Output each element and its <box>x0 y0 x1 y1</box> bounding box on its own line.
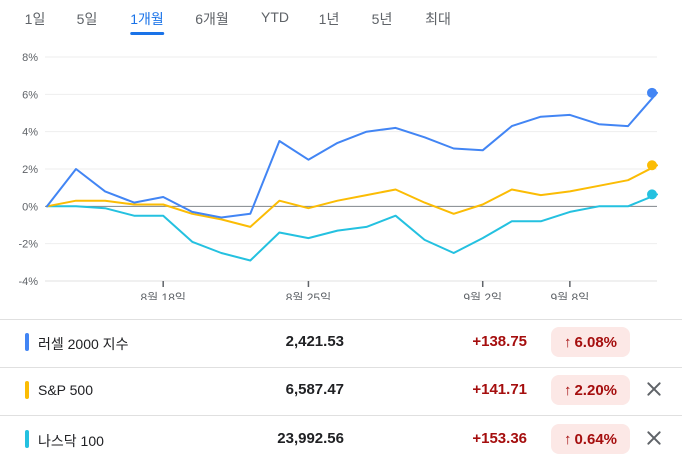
tab-label: 6개월 <box>195 11 229 27</box>
tab-label: 1일 <box>24 11 46 27</box>
tab-1-day[interactable]: 1일 <box>25 9 46 29</box>
row-percent-value: 6.08% <box>574 333 618 351</box>
tab-ytd[interactable]: YTD <box>261 9 289 25</box>
range-tabs: 1일 5일 1개월 6개월 YTD 1년 5년 최대 <box>0 0 682 35</box>
tab-1-month[interactable]: 1개월 <box>130 9 164 35</box>
series-line <box>46 91 658 219</box>
y-tick-label: 0% <box>22 201 38 213</box>
y-tick-label: 4% <box>22 127 38 139</box>
comparison-row-nasdaq-100[interactable]: 나스닥 100 23,992.56 +153.36 ↑ 0.64% <box>0 416 682 464</box>
tab-label: YTD <box>261 9 289 25</box>
x-tick-label: 9월 8일 <box>550 291 589 300</box>
series-color-swatch <box>25 381 29 399</box>
y-tick-label: 8% <box>22 52 38 64</box>
series-color-swatch <box>25 333 29 351</box>
y-tick-label: 6% <box>22 89 38 101</box>
comparison-line-chart[interactable]: 8% 6% 4% 2% 0% -2% -4% 8월 18일 8월 25일 9월 2일 9월 8일 <box>0 40 682 300</box>
row-change: +138.75 <box>472 333 527 350</box>
row-divider <box>0 367 682 368</box>
tab-label: 1년 <box>318 11 340 27</box>
row-change: +153.36 <box>472 430 527 447</box>
series-end-point <box>647 87 657 98</box>
x-tick-label: 8월 25일 <box>286 291 331 300</box>
tab-1-year[interactable]: 1년 <box>319 9 340 29</box>
row-index-name: 나스닥 100 <box>38 433 104 449</box>
tab-5-year[interactable]: 5년 <box>372 9 393 29</box>
tab-label: 1개월 <box>130 11 164 27</box>
tab-label: 5년 <box>371 11 393 27</box>
row-percent-badge: ↑ 0.64% <box>551 424 630 454</box>
row-price: 6,587.47 <box>285 381 344 398</box>
series-end-point <box>647 160 657 171</box>
row-percent-badge: ↑ 2.20% <box>551 375 630 405</box>
remove-comparison-close-icon[interactable] <box>644 379 664 399</box>
y-tick-label: 2% <box>22 164 38 176</box>
row-percent-value: 0.64% <box>574 430 618 448</box>
row-percent-value: 2.20% <box>574 381 618 399</box>
tab-5-day[interactable]: 5일 <box>77 9 98 29</box>
arrow-up-icon: ↑ <box>563 333 572 351</box>
series-color-swatch <box>25 430 29 448</box>
x-tick-label: 9월 2일 <box>463 291 502 300</box>
x-tick-label: 8월 18일 <box>140 291 185 300</box>
row-change: +141.71 <box>472 381 527 398</box>
row-index-name: S&P 500 <box>38 382 94 398</box>
y-tick-label: -2% <box>18 239 38 251</box>
tab-label: 최대 <box>425 11 451 27</box>
comparison-row-russell-2000[interactable]: 러셀 2000 지수 2,421.53 +138.75 ↑ 6.08% <box>0 319 682 367</box>
arrow-up-icon: ↑ <box>563 430 572 448</box>
row-price: 23,992.56 <box>277 430 344 447</box>
comparison-row-sp500[interactable]: S&P 500 6,587.47 +141.71 ↑ 2.20% <box>0 367 682 415</box>
y-tick-label: -4% <box>18 276 38 288</box>
arrow-up-icon: ↑ <box>563 381 572 399</box>
tab-6-month[interactable]: 6개월 <box>195 9 229 29</box>
row-divider <box>0 415 682 416</box>
row-index-name: 러셀 2000 지수 <box>38 336 129 352</box>
tab-max[interactable]: 최대 <box>425 9 451 29</box>
row-divider <box>0 319 682 320</box>
row-percent-badge: ↑ 6.08% <box>551 327 630 357</box>
row-price: 2,421.53 <box>285 333 344 350</box>
remove-comparison-close-icon[interactable] <box>644 428 664 448</box>
series-line <box>46 164 658 228</box>
active-tab-indicator <box>130 32 164 35</box>
series-line <box>46 193 658 262</box>
series-end-point <box>647 189 657 200</box>
tab-label: 5일 <box>76 11 98 27</box>
